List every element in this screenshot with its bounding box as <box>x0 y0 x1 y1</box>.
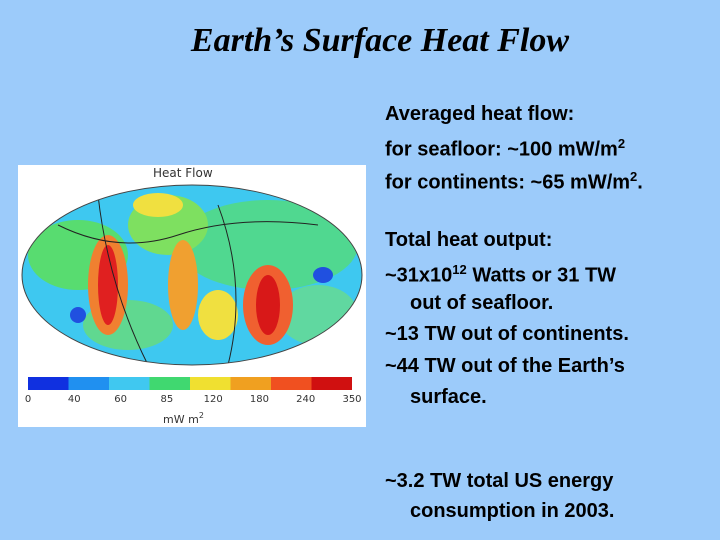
colorbar-label: 180 <box>250 394 269 405</box>
colorbar-segment <box>230 377 271 390</box>
colorbar-segment <box>190 377 231 390</box>
colorbar-segment <box>68 377 109 390</box>
text-line: for seafloor: ~100 mW/m2 <box>385 136 625 162</box>
line-text: . <box>637 171 643 194</box>
line-text: ~44 TW out of the Earth’s <box>385 355 625 377</box>
figure-title: Heat Flow <box>153 166 213 180</box>
superscript: 2 <box>617 136 626 151</box>
text-line: ~31x1012 Watts or 31 TW <box>385 262 616 288</box>
colorbar-label: 85 <box>160 394 173 405</box>
superscript: 2 <box>630 169 638 184</box>
text-line: surface. <box>410 386 487 409</box>
unit-exponent: 2 <box>199 411 204 420</box>
line-text: ~31x10 <box>385 264 453 287</box>
colorbar-label: 60 <box>114 394 127 405</box>
colorbar-segment <box>271 377 312 390</box>
text-line: ~13 TW out of continents. <box>385 323 629 346</box>
text-line: Averaged heat flow: <box>385 103 574 126</box>
colorbar-label: 120 <box>204 394 223 405</box>
colorbar-segment <box>149 377 190 390</box>
line-text: surface. <box>410 386 487 408</box>
slide-title: Earth’s Surface Heat Flow <box>190 22 570 59</box>
text-line: ~3.2 TW total US energy <box>385 470 613 493</box>
line-text: Total heat output: <box>385 229 553 251</box>
colorbar-label: 40 <box>68 394 81 405</box>
line-text: Averaged heat flow: <box>385 103 575 125</box>
heat-flow-map: Heat Flow 0 40 60 85 120 180 240 350 mW m2 <box>18 165 366 427</box>
line-text: ~3.2 TW total US energy <box>385 470 614 492</box>
line-text: for continents: ~65 mW/m <box>385 171 631 194</box>
text-line: Total heat output: <box>385 229 552 252</box>
colorbar-label: 240 <box>296 394 315 405</box>
text-line: out of seafloor. <box>410 292 553 315</box>
colorbar-segment <box>109 377 150 390</box>
colorbar-segment <box>311 377 352 390</box>
unit: mW m2 <box>163 411 204 426</box>
text-line: consumption in 2003. <box>410 500 614 523</box>
line-text: out of seafloor. <box>410 292 554 314</box>
colorbar-segment <box>28 377 69 390</box>
superscript: 12 <box>452 262 467 277</box>
unit-text: mW m <box>163 413 199 426</box>
text-line: for continents: ~65 mW/m2. <box>385 169 643 195</box>
colorbar-label: 0 <box>25 394 31 405</box>
text-line: ~44 TW out of the Earth’s <box>385 355 625 378</box>
line-text: Watts or 31 TW <box>466 264 617 287</box>
line-text: consumption in 2003. <box>410 500 615 522</box>
colorbar-label: 350 <box>342 394 361 405</box>
line-text: ~13 TW out of continents. <box>385 323 629 345</box>
line-text: for seafloor: ~100 mW/m <box>385 138 618 161</box>
